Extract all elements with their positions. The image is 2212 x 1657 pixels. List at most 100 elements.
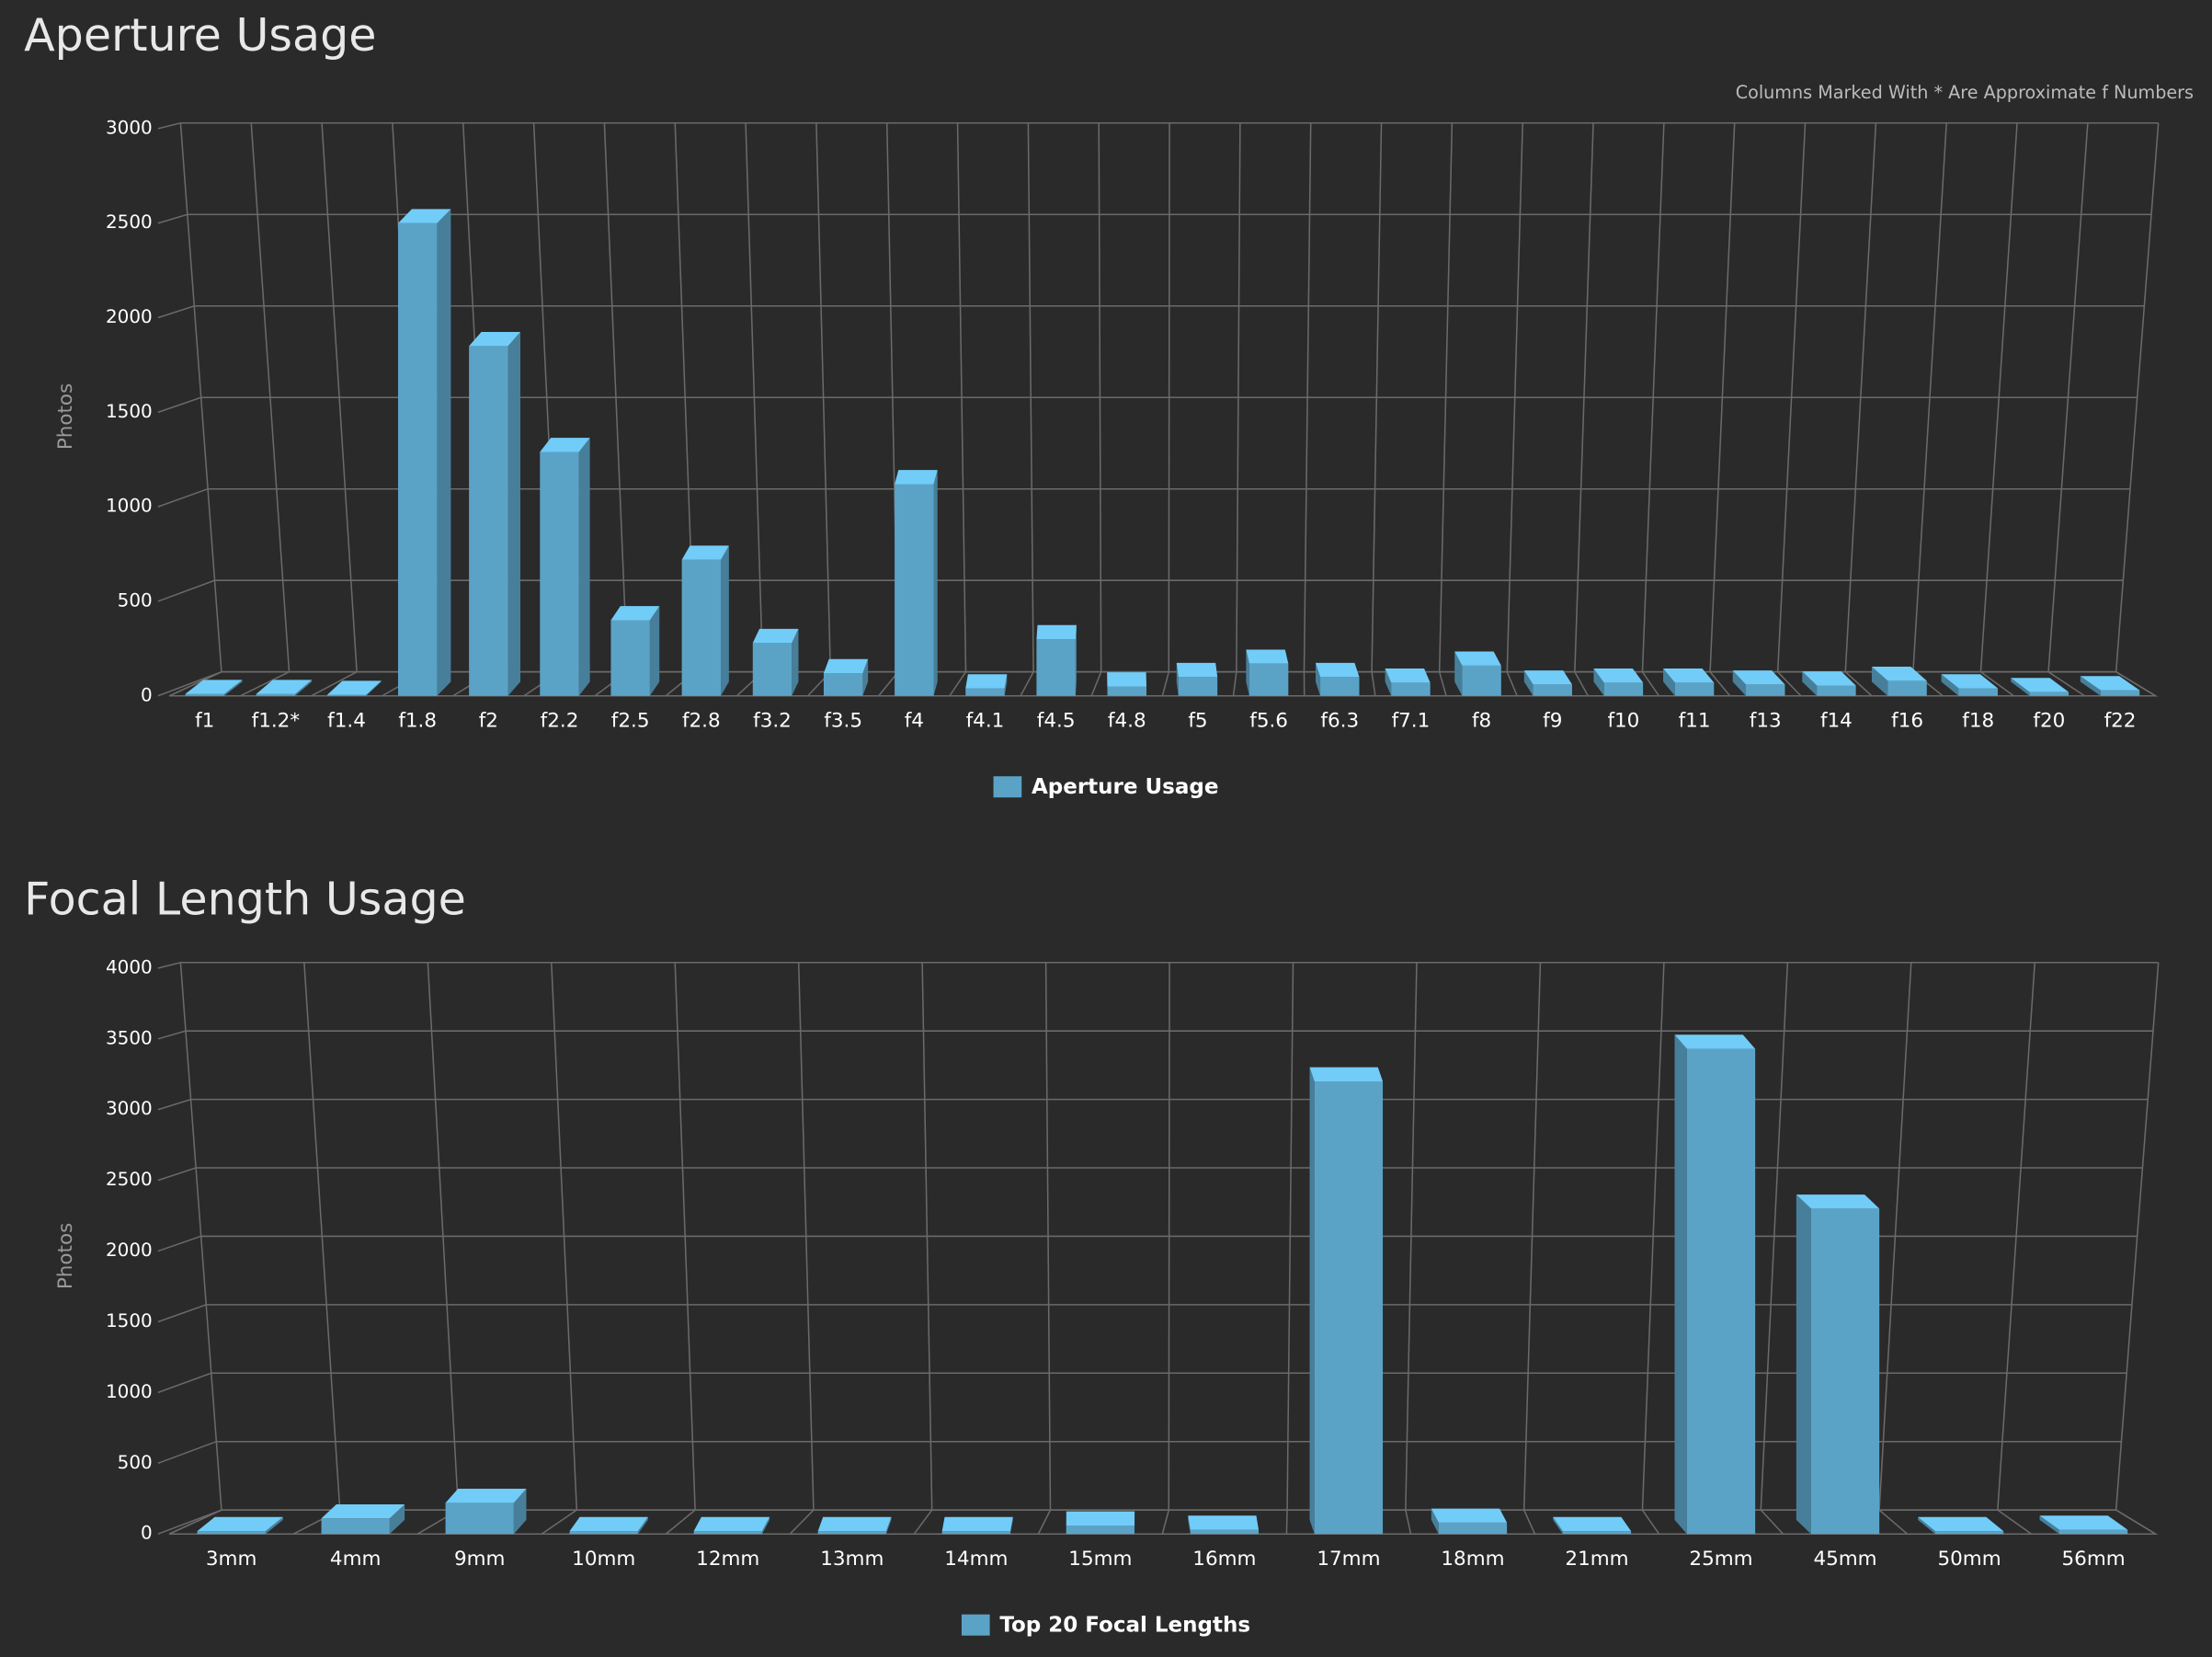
x-tick-label: f7.1 <box>1392 709 1431 732</box>
grid-line <box>157 304 2145 319</box>
bar <box>1810 1208 1880 1535</box>
x-tick-label: f3.5 <box>824 709 862 732</box>
x-tick-label: f20 <box>2033 709 2065 732</box>
bar <box>1562 1531 1632 1535</box>
bar <box>823 673 863 696</box>
x-tick-label: f1.8 <box>398 709 437 732</box>
y-tick-label: 1000 <box>106 1380 153 1402</box>
bar-side <box>1315 662 1321 696</box>
chart-title: Focal Length Usage <box>24 872 466 925</box>
bar-top <box>817 1516 892 1532</box>
bar-side <box>1004 674 1008 696</box>
x-tick-label: f2.8 <box>682 709 721 732</box>
bar <box>197 1531 266 1535</box>
bar-top <box>823 658 869 674</box>
bar-side <box>1802 671 1818 696</box>
x-tick-label: f4 <box>905 709 924 732</box>
x-tick-label: f8 <box>1472 709 1491 732</box>
bar-side <box>1593 669 1604 696</box>
bar <box>256 693 296 696</box>
bar <box>693 1531 762 1535</box>
bar-top <box>693 1516 770 1532</box>
y-axis-label: Photos <box>54 1223 77 1289</box>
bar-side <box>437 209 451 696</box>
chart-subtitle: Columns Marked With * Are Approximate f … <box>1736 82 2194 103</box>
bar <box>1674 682 1715 696</box>
bar <box>1036 639 1076 696</box>
x-tick-label: f4.1 <box>966 709 1005 732</box>
bar-side <box>1176 662 1179 696</box>
bar-side <box>295 680 313 696</box>
bar-side <box>1431 1508 1439 1535</box>
x-tick-label: 12mm <box>696 1548 759 1571</box>
bar-side <box>1674 1034 1687 1535</box>
grid-line <box>157 1372 2127 1394</box>
bar-top <box>1036 624 1077 640</box>
bar-top <box>185 680 243 694</box>
bar-top <box>1796 1194 1880 1209</box>
bar-top <box>1188 1515 1260 1530</box>
bar-top <box>681 545 729 560</box>
bar-top <box>1674 1034 1756 1049</box>
x-tick-label: f5.6 <box>1249 709 1288 732</box>
bar <box>1746 684 1785 696</box>
bar-side <box>1246 649 1249 696</box>
bar <box>445 1503 514 1535</box>
bar <box>1314 1080 1384 1535</box>
bar-side <box>1941 674 1959 696</box>
bar <box>1462 665 1501 696</box>
bar-side <box>513 1489 527 1535</box>
bar-side <box>366 680 382 696</box>
x-tick-label: 3mm <box>206 1548 257 1571</box>
x-tick-label: f6.3 <box>1320 709 1359 732</box>
bar-top <box>397 209 451 223</box>
bar <box>1958 688 1998 696</box>
bar-top <box>321 1503 405 1519</box>
x-tick-label: 15mm <box>1068 1548 1132 1571</box>
bar-top <box>469 332 521 347</box>
legend-swatch <box>993 776 1022 798</box>
x-tick-label: f2.2 <box>541 709 579 732</box>
bar-top <box>1107 672 1147 687</box>
bar-side <box>2080 676 2101 696</box>
bar <box>895 484 934 696</box>
bar <box>1066 1525 1135 1535</box>
bar <box>2029 691 2069 696</box>
bar-side <box>507 332 521 696</box>
y-tick-label: 3000 <box>106 116 153 138</box>
y-tick-label: 4000 <box>106 955 153 977</box>
y-tick-label: 3000 <box>106 1097 153 1119</box>
x-tick-label: 45mm <box>1813 1548 1876 1571</box>
x-tick-label: 10mm <box>572 1548 635 1571</box>
bar-side <box>223 680 243 696</box>
bar <box>469 346 508 696</box>
x-tick-label: 16mm <box>1192 1548 1256 1571</box>
bar-top <box>1553 1516 1632 1532</box>
x-tick-label: f2.5 <box>611 709 650 732</box>
bar-top <box>895 470 938 485</box>
bar <box>752 643 792 696</box>
x-tick-label: 9mm <box>454 1548 506 1571</box>
y-tick-label: 2000 <box>106 1239 153 1261</box>
bar <box>1887 680 1927 696</box>
x-tick-label: f1 <box>195 709 214 732</box>
bar-side <box>792 628 799 696</box>
bar <box>610 620 650 696</box>
bar <box>1249 663 1289 696</box>
bar <box>1686 1048 1756 1535</box>
bar-top <box>2011 678 2069 692</box>
bar-side <box>1553 1516 1563 1535</box>
bar <box>2100 690 2140 696</box>
bar-side <box>885 1516 892 1535</box>
grid-line <box>157 1235 2138 1252</box>
bar-top <box>326 680 382 695</box>
bar-top <box>1246 649 1289 664</box>
bar-side <box>933 470 938 696</box>
x-tick-label: f4.8 <box>1108 709 1146 732</box>
bar <box>540 451 579 696</box>
bar-top <box>1176 662 1218 678</box>
y-tick-label: 0 <box>141 683 153 705</box>
bar <box>817 1531 886 1535</box>
